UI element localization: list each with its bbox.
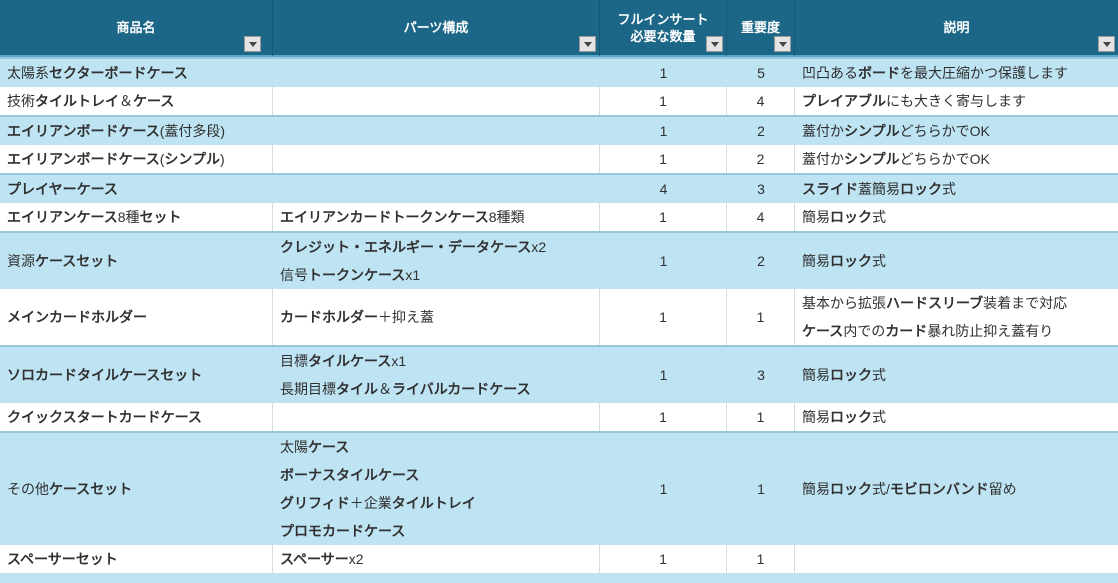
parts-cell[interactable]: クレジット・エネルギー・データケースx2 信号トークンケースx1 xyxy=(273,231,600,289)
table-body: 太陽系セクターボードケース 1 5 凹凸あるボードを最大圧縮かつ保護します 技術タイルト… xyxy=(0,57,1118,573)
quantity-cell[interactable]: 1 xyxy=(600,145,727,173)
parts-cell[interactable] xyxy=(273,403,600,431)
parts-cell[interactable] xyxy=(273,115,600,145)
importance-cell[interactable]: 2 xyxy=(727,115,795,145)
table-row: ソロカードタイルケースセット 目標タイルケースx1 長期目標タイル＆ライバルカードケ… xyxy=(0,345,1118,403)
table-row: 資源ケースセット クレジット・エネルギー・データケースx2 信号トークンケースx1 1… xyxy=(0,231,1118,289)
product-name-cell[interactable]: エイリアンケース8種セット xyxy=(0,203,273,231)
column-header-description-label: 説明 xyxy=(943,20,970,35)
chevron-down-icon xyxy=(1102,41,1111,47)
column-header-quantity[interactable]: フルインサート 必要な数量 xyxy=(600,0,727,57)
description-cell[interactable]: 凹凸あるボードを最大圧縮かつ保護します xyxy=(795,57,1118,87)
importance-cell[interactable]: 1 xyxy=(727,403,795,431)
importance-cell[interactable]: 3 xyxy=(727,345,795,403)
table-row: クイックスタートカードケース 1 1 簡易ロック式 xyxy=(0,403,1118,431)
parts-cell[interactable]: エイリアンカードトークンケース8種類 xyxy=(273,203,600,231)
description-cell[interactable]: 簡易ロック式 xyxy=(795,345,1118,403)
parts-cell[interactable]: カードホルダー＋抑え蓋 xyxy=(273,289,600,345)
column-header-product-label: 商品名 xyxy=(116,20,156,35)
quantity-cell[interactable]: 1 xyxy=(600,115,727,145)
filter-button-parts[interactable] xyxy=(579,36,596,52)
column-header-quantity-label-line2: 必要な数量 xyxy=(630,28,696,44)
column-header-importance[interactable]: 重要度 xyxy=(727,0,795,57)
column-header-description[interactable]: 説明 xyxy=(795,0,1118,57)
importance-cell[interactable]: 2 xyxy=(727,145,795,173)
quantity-cell[interactable]: 1 xyxy=(600,345,727,403)
importance-cell[interactable]: 4 xyxy=(727,203,795,231)
description-cell[interactable]: 基本から拡張ハードスリーブ装着まで対応 ケース内でのカード暴れ防止抑え蓋有り xyxy=(795,289,1118,345)
table-row: エイリアンケース8種セット エイリアンカードトークンケース8種類 1 4 簡易ロック式 xyxy=(0,203,1118,231)
description-cell[interactable]: スライド蓋簡易ロック式 xyxy=(795,173,1118,203)
table-row: 太陽系セクターボードケース 1 5 凹凸あるボードを最大圧縮かつ保護します xyxy=(0,57,1118,87)
description-cell[interactable]: 簡易ロック式 xyxy=(795,231,1118,289)
importance-cell[interactable]: 1 xyxy=(727,545,795,573)
description-cell[interactable]: 蓋付かシンプルどちらかでOK xyxy=(795,115,1118,145)
quantity-cell[interactable]: 1 xyxy=(600,57,727,87)
product-name-cell[interactable]: 資源ケースセット xyxy=(0,231,273,289)
product-name-cell[interactable]: メインカードホルダー xyxy=(0,289,273,345)
parts-cell[interactable] xyxy=(273,87,600,115)
table-row: エイリアンボードケース(蓋付多段) 1 2 蓋付かシンプルどちらかでOK xyxy=(0,115,1118,145)
product-name-cell[interactable]: エイリアンボードケース(蓋付多段) xyxy=(0,115,273,145)
parts-cell[interactable] xyxy=(273,173,600,203)
table-header-row: 商品名 パーツ構成 フルインサート 必要な数量 重要度 説明 xyxy=(0,0,1118,57)
chevron-down-icon xyxy=(248,41,257,47)
filter-button-product[interactable] xyxy=(244,36,261,52)
filter-button-quantity[interactable] xyxy=(706,36,723,52)
table-row: メインカードホルダー カードホルダー＋抑え蓋 1 1 基本から拡張ハードスリーブ装着まで… xyxy=(0,289,1118,345)
quantity-cell[interactable]: 4 xyxy=(600,173,727,203)
importance-cell[interactable]: 3 xyxy=(727,173,795,203)
chevron-down-icon xyxy=(583,41,592,47)
parts-cell[interactable]: 目標タイルケースx1 長期目標タイル＆ライバルカードケース xyxy=(273,345,600,403)
chevron-down-icon xyxy=(710,41,719,47)
table-row: エイリアンボードケース(シンプル) 1 2 蓋付かシンプルどちらかでOK xyxy=(0,145,1118,173)
parts-cell[interactable]: スペーサーx2 xyxy=(273,545,600,573)
product-name-cell[interactable]: クイックスタートカードケース xyxy=(0,403,273,431)
quantity-cell[interactable]: 1 xyxy=(600,231,727,289)
parts-cell[interactable] xyxy=(273,57,600,87)
importance-cell[interactable]: 1 xyxy=(727,431,795,545)
filter-button-description[interactable] xyxy=(1098,36,1115,52)
column-header-parts[interactable]: パーツ構成 xyxy=(273,0,600,57)
product-name-cell[interactable]: エイリアンボードケース(シンプル) xyxy=(0,145,273,173)
parts-cell[interactable] xyxy=(273,145,600,173)
table-row: プレイヤーケース 4 3 スライド蓋簡易ロック式 xyxy=(0,173,1118,203)
product-name-cell[interactable]: ソロカードタイルケースセット xyxy=(0,345,273,403)
quantity-cell[interactable]: 1 xyxy=(600,203,727,231)
product-name-cell[interactable]: プレイヤーケース xyxy=(0,173,273,203)
importance-cell[interactable]: 2 xyxy=(727,231,795,289)
description-cell[interactable] xyxy=(795,545,1118,573)
quantity-cell[interactable]: 1 xyxy=(600,289,727,345)
product-name-cell[interactable]: 太陽系セクターボードケース xyxy=(0,57,273,87)
quantity-cell[interactable]: 1 xyxy=(600,87,727,115)
importance-cell[interactable]: 5 xyxy=(727,57,795,87)
table-row: スペーサーセット スペーサーx2 1 1 xyxy=(0,545,1118,573)
quantity-cell[interactable]: 1 xyxy=(600,431,727,545)
importance-cell[interactable]: 4 xyxy=(727,87,795,115)
filter-button-importance[interactable] xyxy=(774,36,791,52)
description-cell[interactable]: 簡易ロック式/モビロンバンド留め xyxy=(795,431,1118,545)
product-name-cell[interactable]: その他ケースセット xyxy=(0,431,273,545)
chevron-down-icon xyxy=(778,41,787,47)
parts-cell[interactable]: 太陽ケース ボーナスタイルケース グリフィド＋企業タイルトレイ プロモカードケース xyxy=(273,431,600,545)
column-header-importance-label: 重要度 xyxy=(740,20,780,35)
table-row: 技術タイルトレイ＆ケース 1 4 プレイアブルにも大きく寄与します xyxy=(0,87,1118,115)
product-name-cell[interactable]: 技術タイルトレイ＆ケース xyxy=(0,87,273,115)
importance-cell[interactable]: 1 xyxy=(727,289,795,345)
column-header-product[interactable]: 商品名 xyxy=(0,0,273,57)
quantity-cell[interactable]: 1 xyxy=(600,545,727,573)
description-cell[interactable]: プレイアブルにも大きく寄与します xyxy=(795,87,1118,115)
description-cell[interactable]: 簡易ロック式 xyxy=(795,203,1118,231)
quantity-cell[interactable]: 1 xyxy=(600,403,727,431)
column-header-quantity-label-line1: フルインサート xyxy=(617,11,709,27)
description-cell[interactable]: 蓋付かシンプルどちらかでOK xyxy=(795,145,1118,173)
table-row: その他ケースセット 太陽ケース ボーナスタイルケース グリフィド＋企業タイルトレイ プロ… xyxy=(0,431,1118,545)
column-header-parts-label: パーツ構成 xyxy=(403,20,469,35)
product-name-cell[interactable]: スペーサーセット xyxy=(0,545,273,573)
description-cell[interactable]: 簡易ロック式 xyxy=(795,403,1118,431)
